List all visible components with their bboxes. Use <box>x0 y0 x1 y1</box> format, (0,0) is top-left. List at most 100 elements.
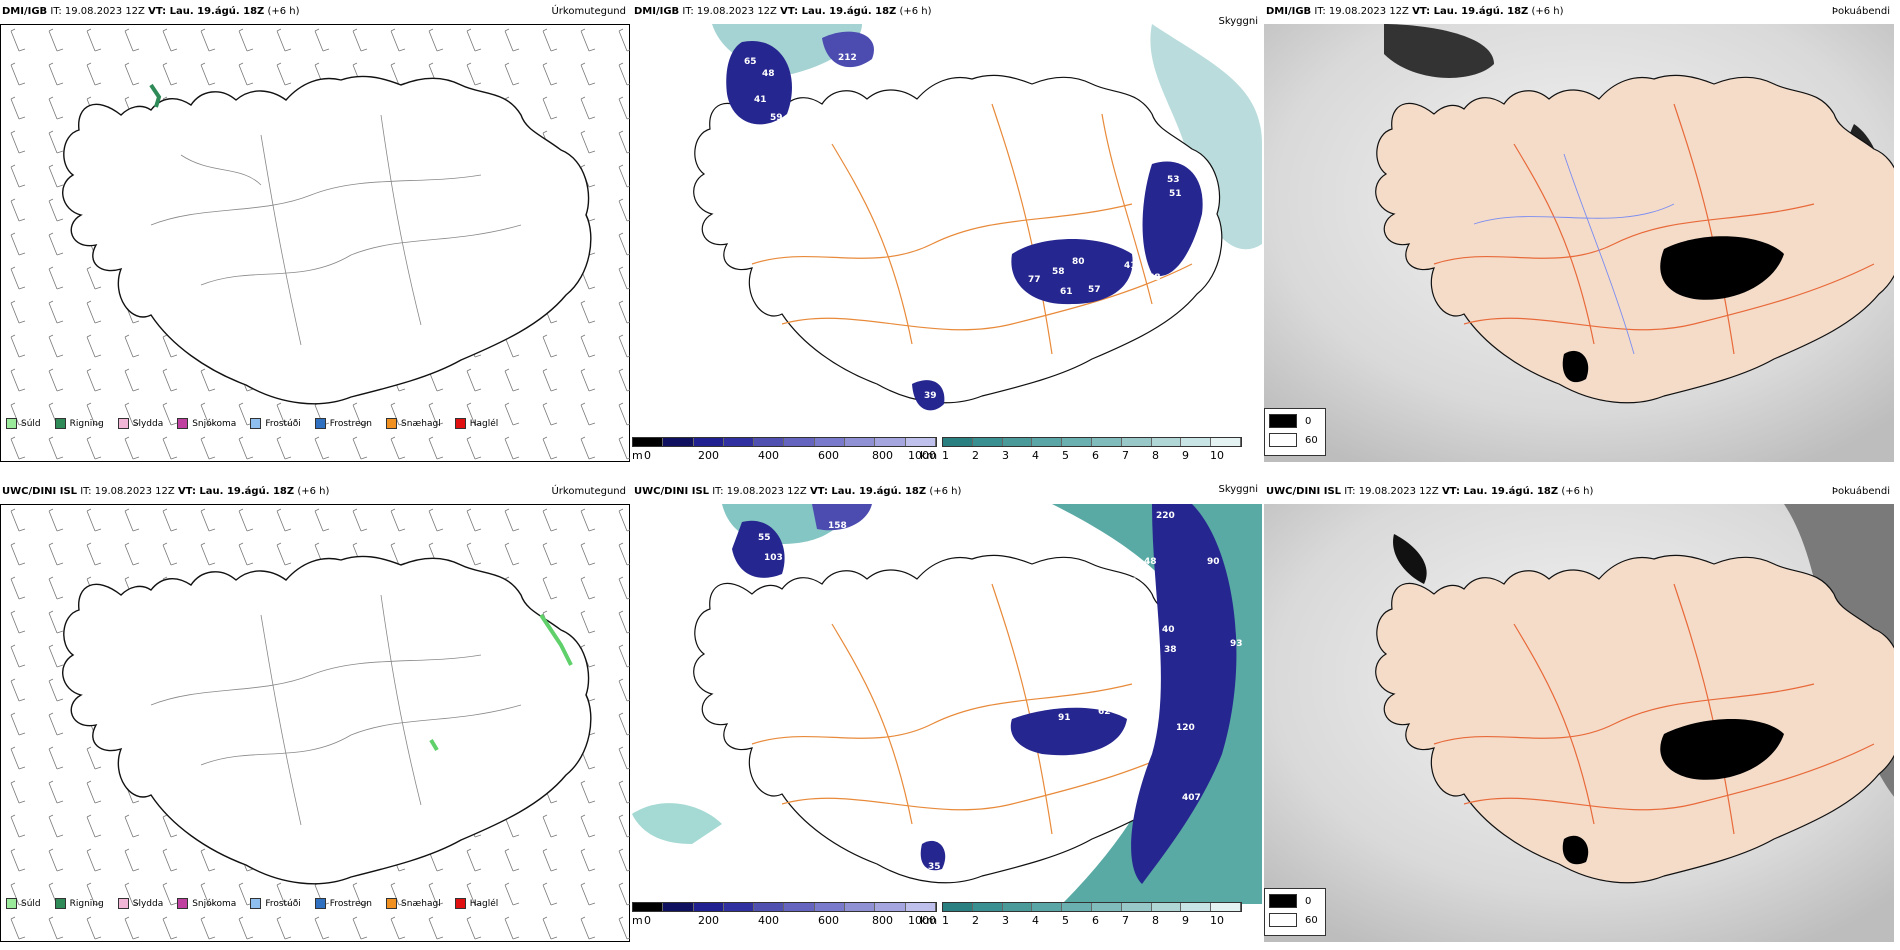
cloud-label: 40 <box>1162 625 1175 635</box>
colorbar-tick: 3 <box>1002 449 1009 462</box>
colorbar-tick: 5 <box>1062 449 1069 462</box>
fog-svg <box>1264 24 1894 462</box>
panel-header: UWC/DINI ISL IT: 19.08.2023 12Z VT: Lau.… <box>2 486 329 497</box>
colorbar-tick: 1000 <box>908 449 936 462</box>
cloud-label: 41 <box>754 95 767 105</box>
iceland-outline-map <box>1 25 630 462</box>
cloud-label: 62 <box>1098 707 1111 717</box>
model-name: UWC/DINI ISL <box>634 486 710 497</box>
init-time: IT: 19.08.2023 12Z <box>1344 486 1439 497</box>
colorbar-tick: 7 <box>1122 914 1129 927</box>
cloud-base-map: 65 48 41 59 52 212 53 51 58 80 77 61 57 … <box>632 24 1262 462</box>
colorbar-tick: 0 <box>644 449 651 462</box>
colorbar-tick: 600 <box>818 449 839 462</box>
cloud-label: 58 <box>1052 267 1065 277</box>
init-time: IT: 19.08.2023 12Z <box>1314 6 1409 17</box>
legend-item: Haglél <box>454 898 498 909</box>
cloud-base-map: 158 55 103 220 90 55 48 47 40 38 38 93 4… <box>632 504 1262 942</box>
panel-header: UWC/DINI ISL IT: 19.08.2023 12Z VT: Lau.… <box>634 486 961 497</box>
model-name: DMI/IGB <box>1266 6 1312 17</box>
cloud-label: 57 <box>1088 285 1101 295</box>
visibility-colorbar: km 1 2 3 4 5 6 7 8 9 10 <box>920 902 1242 928</box>
legend-item: Frostúði <box>250 898 301 909</box>
legend-item: Frostregn <box>314 898 372 909</box>
cloud-label: 41 <box>1124 261 1137 271</box>
colorbar-tick: 2 <box>972 914 979 927</box>
valid-time: VT: Lau. 19.ágú. 18Z <box>1441 486 1559 497</box>
cloud-label: 55 <box>758 533 771 543</box>
valid-time: VT: Lau. 19.ágú. 18Z <box>148 6 265 17</box>
cloud-label: 120 <box>1028 703 1047 713</box>
cloud-label: 68 <box>1148 273 1161 283</box>
legend-item: Rigning <box>54 898 104 909</box>
cloud-label: 158 <box>828 521 847 531</box>
panel-header: UWC/DINI ISL IT: 19.08.2023 12Z VT: Lau.… <box>1266 486 1593 497</box>
model-name: UWC/DINI ISL <box>2 486 78 497</box>
cloud-vis-panel-bottom: UWC/DINI ISL IT: 19.08.2023 12Z VT: Lau.… <box>632 480 1262 942</box>
legend-item: Haglél <box>454 418 498 429</box>
lead-time: (+6 h) <box>1531 6 1564 17</box>
cloud-label: 65 <box>744 57 757 67</box>
init-time: IT: 19.08.2023 12Z <box>712 486 807 497</box>
colorbar-tick: 800 <box>872 449 893 462</box>
legend-item: Súld <box>6 898 41 909</box>
precip-legend: Súld Rigning Slydda Snjókoma Frostúði Fr… <box>6 898 498 909</box>
iceland-outline-map <box>1 505 630 942</box>
legend-item: Snjókoma <box>177 418 236 429</box>
precip-type-map <box>0 24 630 462</box>
cloud-label: 407 <box>1182 793 1201 803</box>
colorbar-tick: 10 <box>1210 914 1224 927</box>
cloud-label: 91 <box>1058 713 1071 723</box>
legend-item: Slydda <box>117 898 163 909</box>
colorbar-tick: 5 <box>1062 914 1069 927</box>
legend-item: Frostúði <box>250 418 301 429</box>
cloud-label: 103 <box>764 553 783 563</box>
legend-item: Slydda <box>117 418 163 429</box>
colorbar-tick: 7 <box>1122 449 1129 462</box>
lead-time: (+6 h) <box>297 486 330 497</box>
init-time: IT: 19.08.2023 12Z <box>80 486 175 497</box>
colorbar-tick: 200 <box>698 914 719 927</box>
model-name: DMI/IGB <box>634 6 680 17</box>
cloud-label: 38 <box>1164 645 1177 655</box>
panel-title: Þokuábendi <box>1831 486 1890 497</box>
colorbar-tick: 400 <box>758 449 779 462</box>
fog-legend-value: 0 <box>1305 415 1312 427</box>
lead-time: (+6 h) <box>1561 486 1594 497</box>
cloud-label: 220 <box>1156 511 1175 521</box>
precip-type-map <box>0 504 630 942</box>
colorbar-tick: 8 <box>1152 449 1159 462</box>
cloud-label: 53 <box>1167 175 1180 185</box>
legend-item: Snæhagl <box>386 898 441 909</box>
colorbar-tick: 0 <box>644 914 651 927</box>
colorbar-tick: 2 <box>972 449 979 462</box>
colorbar-unit: m <box>632 449 643 462</box>
fog-map <box>1264 504 1894 942</box>
fog-panel-bottom: UWC/DINI ISL IT: 19.08.2023 12Z VT: Lau.… <box>1264 480 1894 942</box>
legend-item: Rigning <box>54 418 104 429</box>
legend-item: Súld <box>6 418 41 429</box>
cloud-label: 212 <box>838 53 857 63</box>
init-time: IT: 19.08.2023 12Z <box>50 6 145 17</box>
colorbar-unit: km <box>920 914 938 927</box>
colorbar-tick: 6 <box>1092 914 1099 927</box>
init-time: IT: 19.08.2023 12Z <box>682 6 777 17</box>
cloud-label: 80 <box>1072 257 1085 267</box>
cloud-label: 61 <box>1060 287 1073 297</box>
panel-header: DMI/IGB IT: 19.08.2023 12Z VT: Lau. 19.á… <box>1266 6 1564 17</box>
cloud-label: 93 <box>1230 639 1243 649</box>
colorbar-tick: 1000 <box>908 914 936 927</box>
colorbar-tick: 400 <box>758 914 779 927</box>
panel-title: Þokuábendi <box>1831 6 1890 17</box>
cloud-label: 90 <box>1207 557 1220 567</box>
model-name: UWC/DINI ISL <box>1266 486 1342 497</box>
cloud-label: 59 <box>770 113 783 123</box>
cloud-base-svg: 65 48 41 59 52 212 53 51 58 80 77 61 57 … <box>693 24 1262 411</box>
cloud-base-colorbar: m 0 200 400 600 800 1000 <box>632 902 937 928</box>
colorbar-tick: 10 <box>1210 449 1224 462</box>
cloud-label: 38 <box>1146 631 1159 641</box>
panel-title: Skyggni <box>1218 484 1258 495</box>
colorbar-tick: 600 <box>818 914 839 927</box>
cloud-label: 47 <box>1146 617 1159 627</box>
valid-time: VT: Lau. 19.ágú. 18Z <box>1412 6 1529 17</box>
